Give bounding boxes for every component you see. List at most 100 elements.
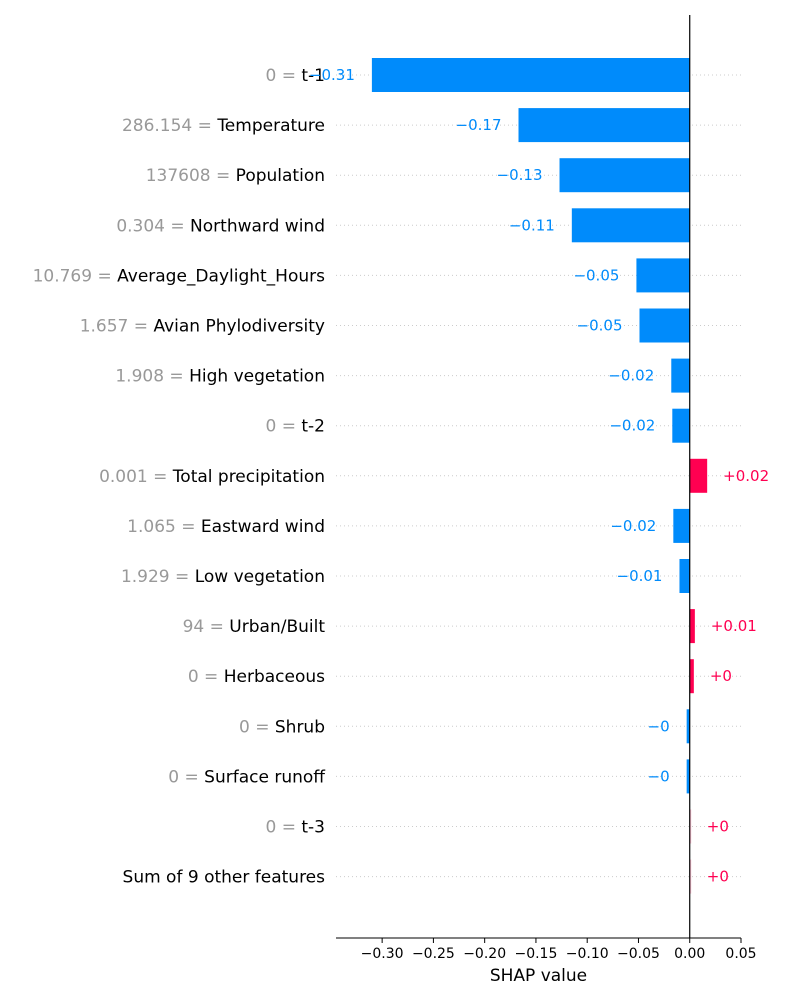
shap-bar [686, 759, 690, 794]
shap-bar [673, 508, 690, 543]
feature-name: Herbaceous [224, 667, 325, 687]
x-tick-label: −0.10 [566, 946, 609, 962]
value-labels: −0.31 −0.17 −0.13 −0.11 −0.05 −0.05 −0.02 −0.02… [309, 66, 769, 886]
feature-name: t-1 [301, 66, 325, 86]
shap-bar [689, 859, 692, 894]
feature-name: Sum of 9 other features [123, 868, 326, 888]
feature-value: 286.154 [122, 116, 192, 136]
feature-value: 1.908 [115, 367, 164, 387]
x-ticks: −0.30 −0.25 −0.20 −0.15 −0.10 −0.05 0.00 0.05 [361, 938, 757, 962]
row-labels: 0 = t-1 286.154 = Temperature 137608 = Pop… [33, 66, 327, 888]
feature-label: 0 = Herbaceous [188, 667, 325, 687]
equals-sign: = [92, 266, 117, 286]
feature-label: 0 = Surface runoff [168, 767, 326, 787]
shap-value-label: −0.31 [309, 66, 355, 84]
x-tick-label: −0.25 [412, 946, 455, 962]
shap-value-label: −0 [648, 767, 670, 785]
shap-value-label: −0.05 [577, 317, 623, 335]
shap-value-label: −0.17 [456, 116, 502, 134]
shap-bar [571, 208, 690, 243]
feature-value: 1.065 [127, 517, 176, 537]
shap-bar [689, 809, 692, 844]
feature-value: 1.657 [80, 317, 129, 337]
shap-bar [639, 308, 690, 343]
x-tick-label: −0.30 [361, 946, 404, 962]
feature-value: 10.769 [33, 266, 92, 286]
feature-value: 0.304 [116, 216, 165, 236]
shap-value-label: −0.01 [617, 567, 663, 585]
shap-bar [518, 108, 690, 143]
x-tick-label: 0.00 [674, 946, 705, 962]
feature-label: 137608 = Population [146, 166, 325, 186]
feature-value: 0 [265, 818, 276, 838]
equals-sign: = [276, 417, 301, 437]
shap-value-label: −0.05 [573, 266, 619, 284]
feature-label: 10.769 = Average_Daylight_Hours [33, 266, 326, 286]
feature-value: 0 [239, 717, 250, 737]
shap-bar [689, 659, 694, 694]
equals-sign: = [211, 166, 236, 186]
equals-sign: = [204, 617, 229, 637]
bars [371, 58, 708, 894]
feature-value: 0 [265, 417, 276, 437]
shap-value-label: +0 [710, 667, 732, 685]
x-tick-label: −0.05 [617, 946, 660, 962]
feature-name: Temperature [216, 116, 325, 136]
feature-name: Shrub [275, 717, 325, 737]
shap-value-label: +0 [707, 818, 729, 836]
grid-lines [336, 74, 741, 878]
feature-name: Surface runoff [204, 767, 326, 787]
shap-bar [686, 709, 690, 744]
feature-value: 94 [183, 617, 205, 637]
feature-name: Low vegetation [195, 567, 325, 587]
shap-value-label: −0.02 [610, 517, 656, 535]
shap-bar [679, 559, 690, 593]
feature-name: Total precipitation [172, 467, 325, 487]
feature-value: 0 [168, 767, 179, 787]
shap-value-label: +0 [707, 868, 729, 886]
shap-bar [559, 158, 690, 193]
feature-label: 1.657 = Avian Phylodiversity [80, 317, 325, 337]
feature-value: 1.929 [121, 567, 170, 587]
feature-label: 1.929 = Low vegetation [121, 567, 325, 587]
shap-value-label: −0.02 [609, 417, 655, 435]
feature-name: Urban/Built [229, 617, 325, 637]
feature-label: 1.908 = High vegetation [115, 367, 325, 387]
shap-bar [671, 358, 690, 393]
feature-label: Sum of 9 other features [123, 868, 326, 888]
axes: −0.30 −0.25 −0.20 −0.15 −0.10 −0.05 0.00 0.05 S… [336, 15, 757, 986]
feature-label: 94 = Urban/Built [183, 617, 326, 637]
feature-label: 286.154 = Temperature [122, 116, 325, 136]
feature-name: Northward wind [190, 216, 325, 236]
x-axis-label: SHAP value [490, 966, 587, 986]
feature-label: 0 = t-3 [265, 818, 325, 838]
equals-sign: = [276, 818, 301, 838]
equals-sign: = [199, 667, 224, 687]
shap-bar [689, 458, 708, 493]
equals-sign: = [250, 717, 275, 737]
feature-label: 1.065 = Eastward wind [127, 517, 325, 537]
shap-bar [371, 58, 690, 92]
shap-value-label: −0.02 [608, 367, 654, 385]
feature-value: 0.001 [99, 467, 148, 487]
x-tick-label: 0.05 [725, 946, 756, 962]
equals-sign: = [128, 317, 153, 337]
feature-label: 0 = t-1 [265, 66, 325, 86]
equals-sign: = [164, 367, 189, 387]
shap-bar [636, 258, 690, 293]
feature-name: t-2 [301, 417, 325, 437]
feature-label: 0.001 = Total precipitation [99, 467, 325, 487]
shap-value-label: −0 [648, 717, 670, 735]
equals-sign: = [148, 467, 173, 487]
equals-sign: = [176, 517, 201, 537]
shap-value-label: −0.11 [509, 216, 555, 234]
equals-sign: = [170, 567, 195, 587]
x-tick-label: −0.15 [514, 946, 557, 962]
feature-name: Avian Phylodiversity [153, 317, 325, 337]
feature-label: 0 = t-2 [265, 417, 325, 437]
shap-bar [689, 609, 695, 644]
shap-value-label: −0.13 [497, 166, 543, 184]
feature-label: 0 = Shrub [239, 717, 325, 737]
equals-sign: = [165, 216, 190, 236]
